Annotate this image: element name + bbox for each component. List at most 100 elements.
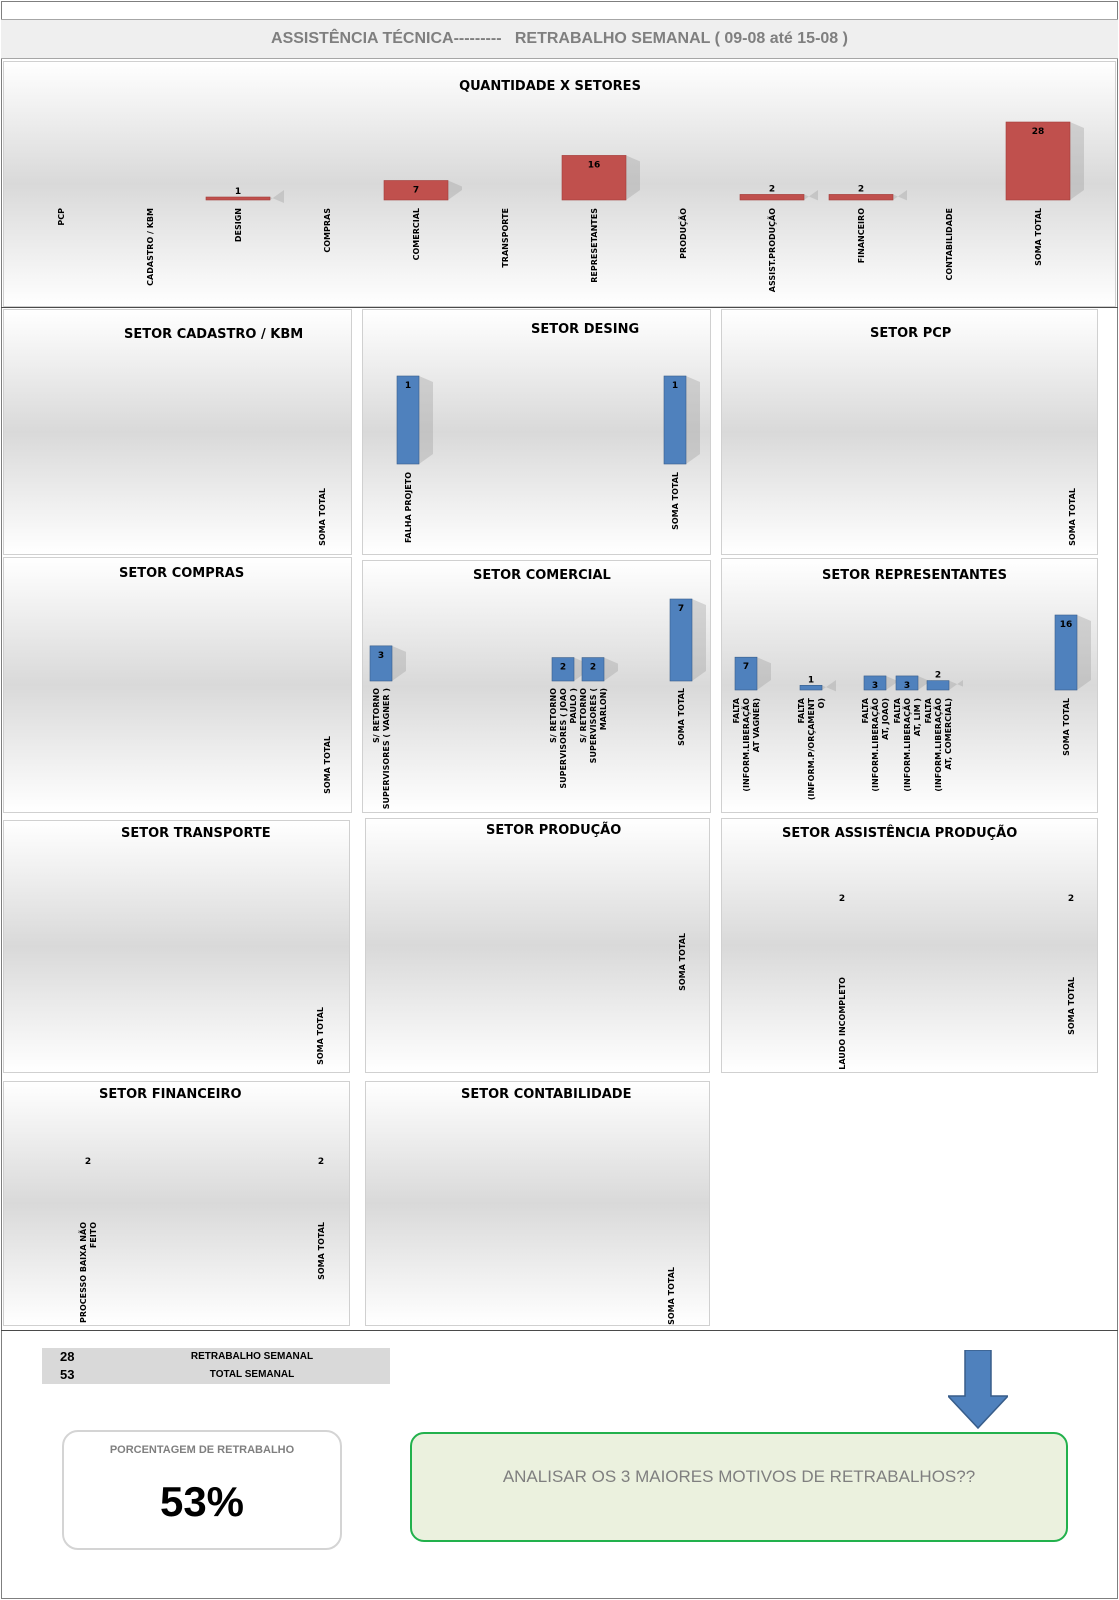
chart-transporte-svg: SETOR TRANSPORTE SOMA TOTAL bbox=[121, 826, 325, 1065]
data-label-falta-inform-liberacao-at-joao: 3 bbox=[872, 681, 878, 691]
data-label-soma-total: 2 bbox=[318, 1157, 324, 1167]
data-label-s-retorno-supervisores-marlon: 2 bbox=[590, 663, 596, 673]
bar-shadow bbox=[757, 657, 771, 690]
category-label-falta-inform-liberacao-at-lim: FALTA(INFORM.LIBERAÇÃOAT, LIM ) bbox=[893, 697, 922, 791]
category-label-comercial: COMERCIAL bbox=[412, 208, 421, 260]
chart-title: SETOR PRODUÇÃO bbox=[486, 822, 621, 838]
category-label-s-retorno-supervisores-vagner: S/ RETORNOSUPERVISORES ( VAGNER ) bbox=[372, 688, 391, 809]
bar-shadow bbox=[822, 680, 836, 692]
bar-shadow bbox=[448, 180, 462, 200]
chart-desing-svg: SETOR DESING 1 FALHA PROJETO 1 SOMA TOTAL bbox=[396, 322, 700, 543]
chart-setor-contabilidade: SETOR CONTABILIDADE SOMA TOTAL bbox=[365, 1081, 710, 1326]
bar-shadow bbox=[692, 599, 706, 681]
category-label-producao: PRODUÇÃO bbox=[678, 208, 688, 259]
bar-shadow bbox=[419, 376, 433, 464]
category-label-soma-total: SOMA TOTAL bbox=[1062, 698, 1071, 756]
bar-falta-inform-liberacao-at-comercial bbox=[926, 680, 950, 691]
bar-s-retorno-supervisores-vagner bbox=[369, 645, 393, 682]
category-label-falta-inform-liberacao-at-vagner: FALTA(INFORM.LIBERAÇÃOAT VAGNER) bbox=[732, 697, 761, 791]
chart-setor-transporte: SETOR TRANSPORTE SOMA TOTAL bbox=[3, 820, 350, 1073]
category-label-falta-inform-liberacao-at-joao: FALTA(INFORM.LIBERAÇÃOAT, JOAO) bbox=[861, 697, 890, 791]
chart-setor-cadastro: SETOR CADASTRO / KBM SOMA TOTAL bbox=[3, 309, 352, 555]
data-label-represetantes: 16 bbox=[588, 160, 601, 170]
percentage-title: PORCENTAGEM DE RETRABALHO bbox=[109, 1444, 295, 1456]
data-label-design: 1 bbox=[235, 187, 241, 197]
category-label-falta-inform-p-orcament-o: FALTA(INFORM.P/ORÇAMENTO) bbox=[797, 697, 826, 800]
category-label-soma-total: SOMA TOTAL bbox=[1067, 977, 1076, 1035]
summary-value: 53 bbox=[60, 1367, 75, 1382]
data-label-assist-producao: 2 bbox=[769, 184, 775, 194]
chart-setor-financeiro: SETOR FINANCEIRO 2 PROCESSO BAIXA NÃOFEITO… bbox=[3, 1081, 350, 1326]
bar-falta-inform-p-orcament-o bbox=[799, 685, 823, 691]
summary-value: 28 bbox=[60, 1349, 75, 1364]
bar-shadow bbox=[626, 155, 640, 200]
category-label-design: DESIGN bbox=[234, 208, 243, 242]
category-label-transporte: TRANSPORTE bbox=[501, 208, 510, 268]
category-label-falta-inform-liberacao-at-comercial: FALTA(INFORM.LIBERAÇÃOAT, COMERCIAL) bbox=[924, 697, 953, 791]
chart-setor-comercial: SETOR COMERCIAL 3 S/ RETORNOSUPERVISORES (… bbox=[362, 560, 711, 813]
arrow-down-icon bbox=[948, 1350, 1008, 1430]
bar-falha-projeto bbox=[396, 375, 420, 465]
data-label-falha-projeto: 1 bbox=[405, 381, 411, 391]
chart-title: SETOR PCP bbox=[870, 326, 951, 341]
data-label-soma-total: 7 bbox=[678, 604, 684, 614]
bar-shadow bbox=[1070, 122, 1084, 200]
chart-title: SETOR CADASTRO / KBM bbox=[124, 327, 303, 342]
category-label-soma-total: SOMA TOTAL bbox=[317, 1222, 326, 1280]
bar-shadow bbox=[604, 657, 618, 681]
category-label-soma-total: SOMA TOTAL bbox=[1068, 488, 1077, 546]
bar-falta-inform-liberacao-at-joao bbox=[863, 675, 887, 691]
divider-bottom bbox=[1, 1330, 1118, 1331]
bar-shadow bbox=[949, 680, 963, 690]
chart-comercial-svg: SETOR COMERCIAL 3 S/ RETORNOSUPERVISORES (… bbox=[369, 568, 706, 809]
chart-main-svg: QUANTIDADE X SETORES PCP CADASTRO / KBM 1 DE… bbox=[57, 79, 1084, 292]
category-label-soma-total: SOMA TOTAL bbox=[677, 688, 686, 746]
data-label-soma-total: 28 bbox=[1032, 127, 1045, 137]
chart-title: SETOR ASSISTÊNCIA PRODUÇÃO bbox=[782, 825, 1017, 841]
data-label-falta-inform-liberacao-at-lim: 3 bbox=[904, 681, 910, 691]
bar-falta-inform-liberacao-at-lim bbox=[895, 675, 919, 691]
chart-title: SETOR CONTABILIDADE bbox=[461, 1087, 631, 1102]
bar-soma-total bbox=[1054, 614, 1078, 691]
data-label-soma-total: 1 bbox=[672, 381, 678, 391]
summary-row-total: 53 TOTAL SEMANAL bbox=[42, 1366, 390, 1384]
data-label-falta-inform-p-orcament-o: 1 bbox=[808, 675, 814, 685]
bar-design bbox=[205, 196, 271, 201]
data-label-laudo-incompleto: 2 bbox=[839, 894, 845, 904]
chart-producao-svg: SETOR PRODUÇÃO SOMA TOTAL bbox=[486, 822, 687, 991]
bar-shadow bbox=[893, 190, 907, 201]
summary-label: RETRABALHO SEMANAL bbox=[190, 1351, 314, 1362]
category-label-laudo-incompleto: LAUDO INCOMPLETO bbox=[838, 977, 847, 1070]
data-label-comercial: 7 bbox=[413, 186, 419, 196]
bar-soma-total bbox=[669, 598, 693, 682]
bar-comercial bbox=[383, 180, 449, 201]
bar-shadow bbox=[392, 645, 406, 681]
summary-label: TOTAL SEMANAL bbox=[209, 1369, 295, 1380]
header-title-left: ASSISTÊNCIA TÉCNICA--------- bbox=[271, 30, 502, 47]
category-label-assist-producao: ASSIST.PRODUÇÃO bbox=[767, 208, 777, 292]
chart-title: SETOR REPRESENTANTES bbox=[822, 568, 1007, 583]
action-note-text: ANALISAR OS 3 MAIORES MOTIVOS DE RETRABA… bbox=[502, 1467, 976, 1486]
action-note-box: ANALISAR OS 3 MAIORES MOTIVOS DE RETRABA… bbox=[410, 1432, 1068, 1542]
summary-table: 28 RETRABALHO SEMANAL 53 TOTAL SEMANAL bbox=[42, 1348, 390, 1384]
data-label-soma-total: 2 bbox=[1068, 894, 1074, 904]
category-label-soma-total: SOMA TOTAL bbox=[318, 488, 327, 546]
category-label-s-retorno-supervisores-marlon: S/ RETORNOSUPERVISORES (MARLON) bbox=[579, 688, 608, 764]
chart-setor-representantes: SETOR REPRESENTANTES 7 FALTA(INFORM.LIBERA… bbox=[721, 558, 1098, 813]
bar-shadow bbox=[804, 190, 818, 201]
data-label-financeiro: 2 bbox=[858, 184, 864, 194]
percentage-card: PORCENTAGEM DE RETRABALHO 53% bbox=[62, 1430, 342, 1550]
bar-represetantes bbox=[561, 155, 627, 201]
bar-shadow bbox=[918, 675, 932, 690]
chart-pcp-svg: SETOR PCP SOMA TOTAL bbox=[870, 326, 1077, 546]
bar-soma-total bbox=[1005, 121, 1071, 201]
category-label-compras: COMPRAS bbox=[323, 208, 332, 253]
chart-title: SETOR TRANSPORTE bbox=[121, 826, 271, 841]
data-label-falta-inform-liberacao-at-comercial: 2 bbox=[935, 671, 941, 681]
bar-s-retorno-supervisores-marlon bbox=[581, 657, 605, 682]
chart-cadastro-svg: SETOR CADASTRO / KBM SOMA TOTAL bbox=[124, 327, 327, 546]
chart-setor-producao: SETOR PRODUÇÃO SOMA TOTAL bbox=[365, 818, 710, 1073]
chart-compras-svg: SETOR COMPRAS SOMA TOTAL bbox=[119, 566, 332, 794]
data-label-processo-baixa-nao-feito: 2 bbox=[85, 1157, 91, 1167]
chart-setor-compras: SETOR COMPRAS SOMA TOTAL bbox=[3, 557, 352, 813]
